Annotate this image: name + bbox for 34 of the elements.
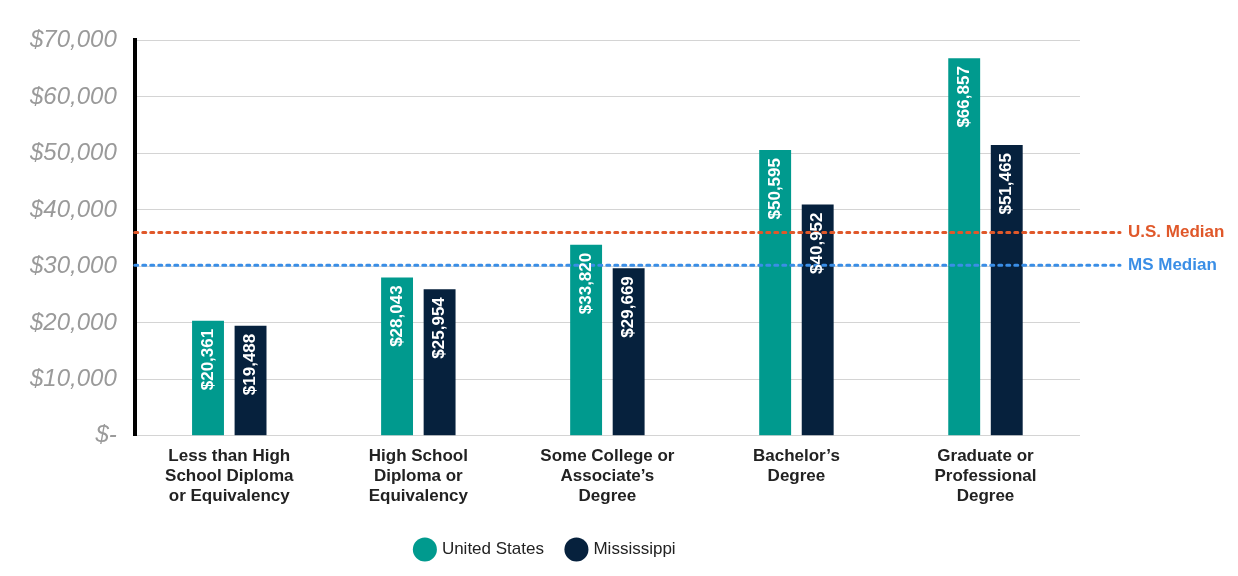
x-tick-label: Graduate or Professional Degree (934, 445, 1037, 506)
x-tick-label: Some College or Associate’s Degree (540, 445, 675, 506)
y-tick-label: $70,000 (28, 25, 118, 53)
y-tick-label: $30,000 (28, 251, 118, 279)
data-label: $50,595 (764, 158, 784, 220)
data-label: $28,043 (386, 285, 406, 347)
legend-label: United States (441, 539, 544, 559)
bar (381, 277, 414, 436)
bar (570, 244, 603, 436)
x-tick-label: Less than High School Diploma or Equivalency (165, 445, 295, 506)
data-label: $66,857 (953, 66, 973, 128)
bar (612, 268, 645, 436)
y-tick-label: $20,000 (28, 307, 118, 335)
data-label: $25,954 (429, 296, 449, 359)
bar (990, 145, 1023, 436)
ref-line-label: MS Median (1128, 254, 1217, 274)
legend-label: Mississippi (593, 539, 676, 559)
x-tick-label: Bachelor’s Degree (752, 445, 840, 486)
y-tick-label: $10,000 (28, 363, 118, 391)
y-tick-label: $50,000 (28, 138, 118, 166)
y-tick-label: $60,000 (28, 81, 118, 109)
bar (801, 204, 834, 436)
ref-line-label: U.S. Median (1128, 222, 1225, 242)
data-label: $20,361 (197, 328, 217, 391)
x-tick-label: High School Diploma or Equivalency (368, 445, 469, 506)
data-label: $51,465 (996, 153, 1016, 215)
bar (948, 58, 981, 436)
y-tick-label: $- (94, 420, 117, 448)
data-label: $19,488 (240, 333, 260, 396)
y-tick-label: $40,000 (28, 194, 118, 222)
data-label: $29,669 (618, 276, 638, 338)
bar (759, 150, 792, 436)
data-label: $33,820 (575, 252, 595, 315)
data-label: $40,952 (807, 212, 827, 274)
